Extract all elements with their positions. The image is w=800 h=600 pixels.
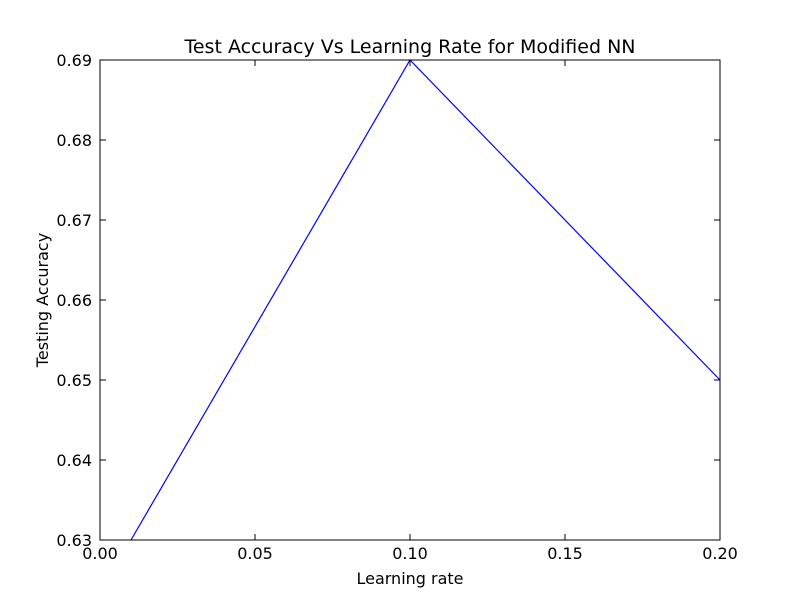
y-tick-label: 0.68 — [56, 131, 92, 150]
x-tick-label: 0.10 — [392, 544, 428, 563]
x-tick-label: 0.15 — [547, 544, 583, 563]
y-tick-label: 0.69 — [56, 51, 92, 70]
y-tick-label: 0.67 — [56, 211, 92, 230]
x-axis-label: Learning rate — [356, 569, 463, 588]
plot-area: 0.00 0.05 0.10 0.15 0.20 0.63 0.64 0.65 0.66 0.67… — [56, 51, 737, 563]
x-tick-label: 0.20 — [702, 544, 738, 563]
y-tick-label: 0.66 — [56, 291, 92, 310]
plot-frame — [99, 59, 721, 541]
ticks-layer: 0.00 0.05 0.10 0.15 0.20 0.63 0.64 0.65 0.66 0.67… — [56, 51, 737, 563]
x-tick-label: 0.00 — [82, 544, 118, 563]
series-line-0 — [130, 59, 721, 541]
series-layer — [130, 59, 721, 541]
y-axis-label: Testing Accuracy — [33, 233, 52, 368]
y-tick-label: 0.64 — [56, 451, 92, 470]
x-tick-label: 0.05 — [237, 544, 273, 563]
chart-title: Test Accuracy Vs Learning Rate for Modif… — [183, 36, 635, 58]
y-tick-label: 0.63 — [56, 531, 92, 550]
y-tick-label: 0.65 — [56, 371, 92, 390]
